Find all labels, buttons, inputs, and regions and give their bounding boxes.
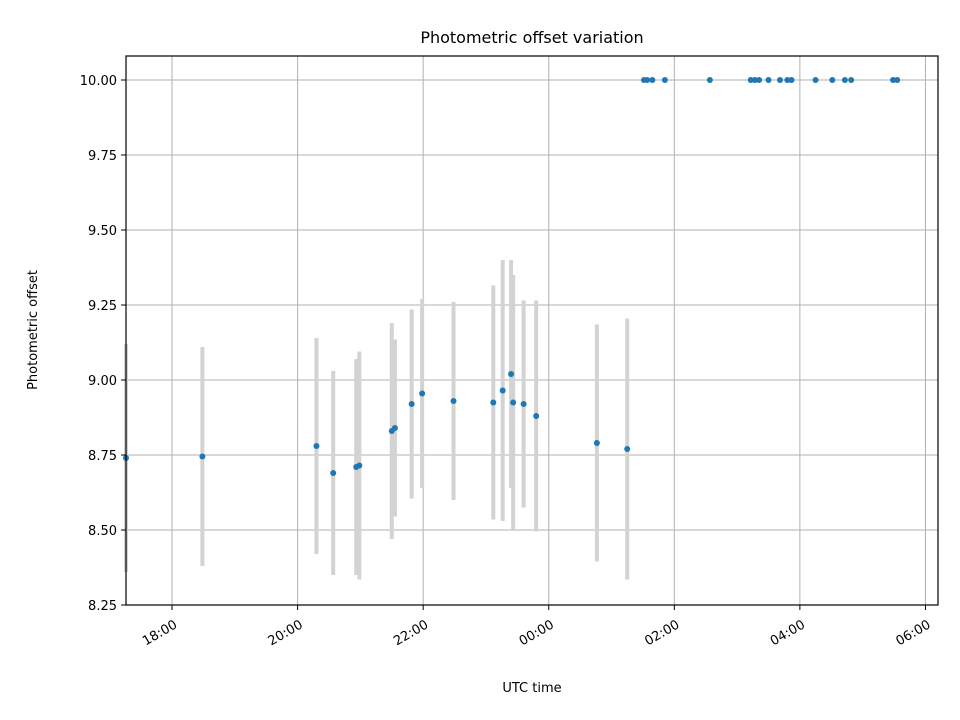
y-tick-label: 8.75 bbox=[88, 449, 117, 464]
data-point bbox=[848, 77, 855, 83]
data-point bbox=[533, 413, 540, 419]
data-point bbox=[520, 401, 527, 407]
data-point bbox=[408, 401, 415, 407]
y-tick-label: 9.00 bbox=[88, 374, 117, 389]
data-point bbox=[784, 77, 791, 83]
data-point bbox=[419, 390, 426, 397]
y-tick-label: 10.00 bbox=[80, 74, 117, 89]
data-point bbox=[508, 371, 515, 377]
data-point bbox=[776, 77, 783, 83]
data-point bbox=[751, 77, 758, 83]
data-point bbox=[356, 462, 363, 469]
grid-lines bbox=[126, 56, 938, 606]
data-point bbox=[593, 440, 600, 446]
data-points bbox=[123, 77, 901, 476]
data-point bbox=[829, 77, 836, 83]
data-point bbox=[890, 77, 897, 83]
plot-frame bbox=[125, 55, 939, 606]
data-point bbox=[649, 77, 656, 83]
y-tick-label: 9.50 bbox=[88, 224, 117, 239]
data-point bbox=[788, 77, 795, 83]
data-point bbox=[313, 443, 320, 449]
data-point bbox=[391, 425, 398, 431]
data-point bbox=[765, 77, 772, 83]
y-tick-label: 9.75 bbox=[88, 149, 117, 164]
data-point bbox=[894, 77, 901, 83]
y-axis-label: Photometric offset bbox=[26, 270, 41, 390]
y-axis-ticks: 8.25 8.50 8.75 9.00 9.25 9.50 9.75 10.00 bbox=[80, 74, 126, 614]
chart-title: Photometric offset variation bbox=[420, 28, 643, 47]
data-point bbox=[812, 77, 819, 83]
data-point bbox=[706, 77, 713, 83]
y-tick-label: 8.25 bbox=[88, 599, 117, 614]
data-point bbox=[661, 77, 668, 83]
data-point bbox=[644, 77, 651, 83]
data-point bbox=[330, 470, 337, 476]
y-tick-label: 9.25 bbox=[88, 299, 117, 314]
data-point bbox=[756, 77, 763, 83]
data-point bbox=[624, 446, 631, 452]
data-point bbox=[499, 387, 506, 394]
y-tick-label: 8.50 bbox=[88, 524, 117, 539]
data-point bbox=[450, 398, 457, 404]
data-point bbox=[510, 399, 517, 406]
data-point bbox=[747, 77, 754, 83]
data-point bbox=[841, 77, 848, 83]
data-point bbox=[490, 399, 497, 406]
x-axis-label: UTC time bbox=[502, 681, 561, 696]
data-point bbox=[199, 453, 206, 460]
